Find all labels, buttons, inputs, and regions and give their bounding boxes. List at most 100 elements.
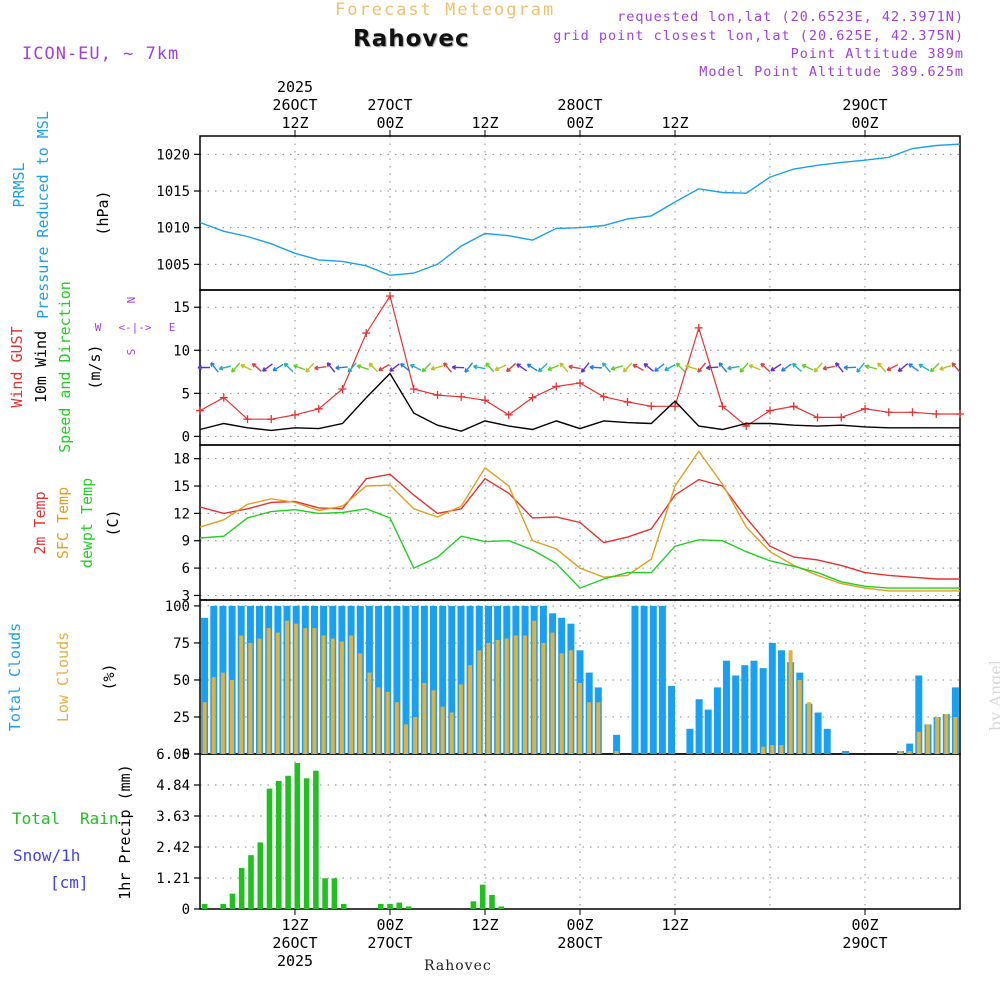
total-clouds-bar: [713, 687, 721, 754]
temp-unit: (C): [104, 509, 122, 536]
total-clouds-bar: [814, 712, 822, 754]
wind-direction-arrow: [897, 363, 909, 373]
wind-direction-arrow: [856, 362, 866, 373]
bottom-time-label: 12Z: [281, 916, 308, 934]
wind-direction-arrow: [464, 362, 474, 373]
wind-direction-arrow: [643, 363, 654, 372]
wind-direction-arrow: [231, 362, 241, 373]
wind-direction-arrow: [813, 362, 823, 373]
temp-2m-label: 2m Temp: [31, 491, 49, 554]
ytick-label: 75: [173, 636, 190, 652]
wind-direction-arrow: [326, 362, 336, 373]
pressure-label-long: Pressure Reduced to MSL: [34, 111, 52, 319]
wind-direction-arrow: [675, 362, 686, 373]
total-clouds-bar: [411, 605, 419, 754]
low-clouds-bar: [413, 717, 418, 754]
low-clouds-bar: [440, 706, 445, 754]
wind-direction-arrow: [335, 365, 348, 371]
rain-bar: [294, 763, 301, 909]
ytick-label: 100: [165, 599, 190, 615]
low-clouds-bar: [303, 628, 308, 754]
wind-direction-arrow: [240, 363, 253, 371]
total-clouds-bar: [457, 605, 465, 754]
total-clouds-bar: [704, 709, 712, 754]
wind-direction-arrow: [494, 364, 507, 371]
low-clouds-bar: [431, 690, 436, 754]
precip-rain-label: Rain: [80, 809, 119, 828]
gust-marker: [338, 385, 347, 394]
wind-direction-arrow: [770, 363, 782, 372]
pressure-unit: (hPa): [94, 190, 112, 235]
wind-direction-arrow: [664, 363, 676, 372]
total-clouds-bar: [201, 617, 209, 754]
meteogram-title: Forecast Meteogram: [335, 0, 556, 20]
low-clouds-bar: [797, 680, 802, 754]
ytick-label: 18: [173, 452, 190, 468]
low-clouds-bar: [925, 724, 930, 754]
total-clouds-bar: [759, 668, 767, 754]
low-clouds-bar: [275, 632, 280, 754]
wind-direction-arrow: [864, 364, 878, 370]
gust-marker: [196, 406, 204, 415]
low-clouds-bar: [266, 628, 271, 754]
ytick-label: 5: [182, 386, 190, 402]
gust-marker: [813, 413, 822, 422]
wind-speed-dir-label: Speed and Direction: [56, 281, 74, 453]
low-clouds-bar: [806, 702, 811, 754]
wind-direction-arrow: [421, 362, 432, 373]
bottom-time-label: 00Z: [851, 916, 878, 934]
low-clouds-bar: [220, 672, 225, 754]
wind-unit: (m/s): [86, 344, 104, 389]
low-clouds-bar: [614, 751, 619, 754]
wind-direction-arrow: [430, 365, 443, 371]
low-clouds-bar: [898, 751, 903, 754]
total-clouds-bar: [778, 650, 785, 754]
gust-marker: [528, 393, 537, 402]
low-clouds-bar: [559, 653, 564, 754]
bottom-time-label: 12Z: [661, 916, 688, 934]
precip-unit: 1hr Precip (mm): [116, 764, 134, 899]
bottom-date-label: 29OCT: [842, 934, 887, 952]
total-clouds-bar: [686, 728, 694, 754]
ytick-label: 0: [182, 429, 190, 445]
total-clouds-bar: [723, 660, 730, 754]
wind-direction-arrow: [951, 362, 961, 373]
wind-direction-arrow: [378, 363, 390, 372]
wind-direction-arrow: [516, 363, 528, 372]
top-time-label: 12Z: [471, 114, 498, 132]
ytick-label: 0: [182, 747, 190, 763]
low-clouds-bar: [239, 635, 244, 754]
wind-direction-arrow: [886, 364, 899, 372]
low-clouds-bar: [596, 702, 601, 754]
low-clouds-bar: [568, 650, 573, 754]
low-clouds-label: Low Clouds: [54, 632, 72, 722]
ytick-label: 1020: [156, 147, 190, 163]
wind-direction-arrow: [526, 363, 538, 372]
low-clouds-bar: [907, 751, 912, 754]
rain-bar: [387, 903, 393, 909]
total-clouds-bar: [906, 743, 914, 754]
pressure-line: [199, 143, 961, 277]
rain-bar: [489, 894, 495, 909]
wind-direction-arrow: [451, 364, 465, 370]
low-clouds-bar: [486, 642, 491, 754]
wind-direction-arrow: [389, 363, 400, 372]
footer-location: Rahovec: [424, 958, 492, 974]
wind-direction-arrow: [197, 364, 210, 371]
total-clouds-bar: [915, 675, 923, 754]
wind-direction-arrow: [684, 364, 698, 370]
gust-marker: [386, 292, 394, 301]
gust-marker: [314, 404, 323, 413]
ytick-label: 10: [173, 343, 190, 359]
low-clouds-bar: [770, 745, 775, 754]
gust-marker: [267, 415, 276, 424]
ytick-label: 1010: [156, 221, 190, 237]
low-clouds-bar: [294, 623, 299, 754]
location-title: Rahovec: [353, 26, 470, 52]
rain-bar: [331, 878, 338, 909]
temp-dewpoint-line: [199, 508, 960, 589]
wind-direction-arrow: [654, 363, 665, 372]
wind-direction-arrow: [272, 363, 284, 372]
wind-direction-arrow: [908, 363, 919, 372]
low-clouds-bar: [376, 687, 381, 754]
